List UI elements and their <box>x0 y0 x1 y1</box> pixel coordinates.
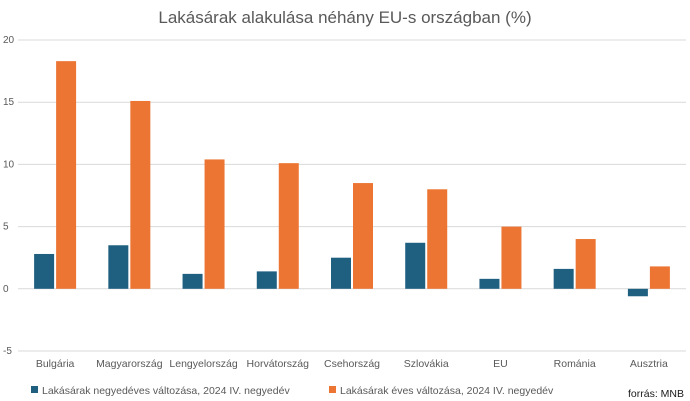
bar-quarterly-2 <box>182 273 203 289</box>
bar-annual-2 <box>204 159 225 289</box>
y-tick-label: 0 <box>3 284 9 295</box>
bars <box>34 61 670 297</box>
category-label: Lengyelország <box>169 358 237 370</box>
legend-label-annual: Lakásárak éves változása, 2024 IV. negye… <box>340 385 554 397</box>
gridlines <box>18 39 686 352</box>
bar-quarterly-1 <box>108 245 129 289</box>
bar-annual-7 <box>575 239 596 289</box>
category-label: Csehország <box>324 358 380 370</box>
bar-annual-3 <box>278 163 299 289</box>
legend-label-quarterly: Lakásárak negyedéves változása, 2024 IV.… <box>42 385 290 397</box>
y-tick-label: 5 <box>3 222 9 233</box>
bar-quarterly-7 <box>553 268 574 289</box>
legend-swatch-annual <box>329 386 336 393</box>
bar-annual-1 <box>130 100 151 289</box>
category-label: Szlovákia <box>404 358 449 370</box>
y-tick-label: 10 <box>3 159 15 170</box>
bar-quarterly-6 <box>479 278 500 289</box>
category-label: Románia <box>554 358 596 370</box>
bar-annual-4 <box>353 183 373 289</box>
category-label: Horvátország <box>247 358 310 370</box>
bar-quarterly-8 <box>627 288 648 297</box>
category-label: EU <box>493 358 508 370</box>
chart-title: Lakásárak alakulása néhány EU-s országba… <box>158 8 531 27</box>
legend-swatch-quarterly <box>31 386 38 393</box>
y-tick-label: 15 <box>3 97 15 108</box>
bar-annual-6 <box>501 226 522 289</box>
category-label: Magyarország <box>96 358 163 370</box>
y-axis-ticks: -5 0 5 10 15 20 <box>3 35 15 357</box>
bar-annual-0 <box>56 61 77 289</box>
category-labels: Bulgária Magyarország Lengyelország Horváto… <box>36 358 668 370</box>
bar-annual-5 <box>427 189 448 289</box>
category-label: Bulgária <box>36 358 75 370</box>
bar-quarterly-0 <box>34 253 55 289</box>
bar-annual-8 <box>649 266 670 289</box>
y-tick-label: 20 <box>3 35 15 46</box>
source-note: forrás: MNB <box>628 388 684 400</box>
y-tick-label: -5 <box>3 346 12 357</box>
legend: Lakásárak negyedéves változása, 2024 IV.… <box>31 385 554 397</box>
category-label: Ausztria <box>630 358 668 370</box>
bar-quarterly-3 <box>256 271 277 289</box>
bar-quarterly-4 <box>331 257 351 289</box>
bar-quarterly-5 <box>405 242 426 289</box>
